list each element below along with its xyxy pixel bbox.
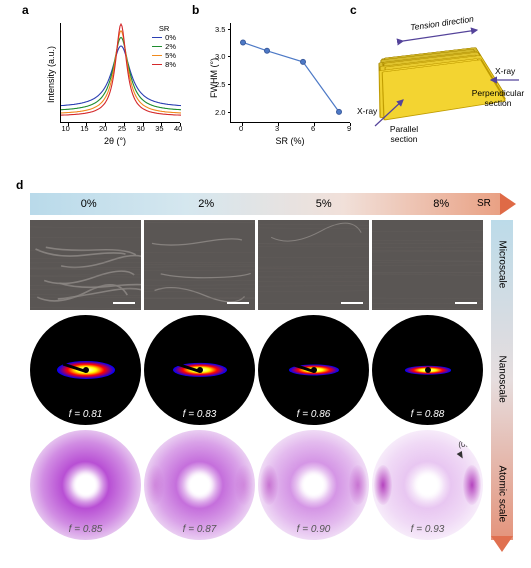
microscale-image	[30, 220, 141, 310]
nano-f-value: f = 0.81	[30, 409, 141, 420]
side-label: Microscale	[497, 241, 508, 291]
panel-b-fwhm-chart: FWHM (°) SR (%) 0369 2.02.53.03.5	[195, 8, 345, 148]
atomic-waxs: f = 0.87	[144, 430, 255, 540]
microscale-image	[144, 220, 255, 310]
chart-b-lines	[231, 23, 351, 123]
legend-item: 5%	[152, 51, 176, 60]
legend-item: 8%	[152, 60, 176, 69]
microscale-image	[372, 220, 483, 310]
side-label: Atomic scale	[497, 466, 508, 516]
tension-label: Tension direction	[410, 14, 475, 33]
xtick: 20	[99, 124, 107, 133]
atomic-f-value: f = 0.85	[30, 524, 141, 535]
perpendicular-label: Perpendicular section	[468, 88, 528, 108]
panel-a-xrd-chart: SR 0%2%5%8% Intensity (a.u.) 2θ (°) 10 15…	[30, 8, 185, 148]
xtick: 40	[174, 124, 182, 133]
panel-c-schematic: Tension direction X-ray X-ray Parallel s…	[355, 8, 525, 148]
panel-d-image-grid: f = 0.81f = 0.83f = 0.86f = 0.88 f = 0.85…	[30, 220, 483, 540]
chart-a-ylabel: Intensity (a.u.)	[46, 46, 56, 103]
sr-header-cell: 0%	[30, 193, 148, 215]
ytick: 2.5	[215, 80, 225, 89]
panel-d-grid: 0%2%5%8% SR f = 0.81f = 0.83f = 0.86f = …	[15, 185, 517, 555]
nanoscale-saxs: f = 0.88	[372, 315, 483, 425]
chart-a-legend: SR 0%2%5%8%	[150, 23, 178, 70]
atomic-f-value: f = 0.93	[372, 524, 483, 535]
xtick: 10	[62, 124, 70, 133]
xtick: 30	[137, 124, 145, 133]
sr-header-cell: 2%	[148, 193, 266, 215]
ytick: 3.5	[215, 25, 225, 34]
chart-b-axes	[230, 23, 350, 123]
nano-f-value: f = 0.83	[144, 409, 255, 420]
xray-label-right: X-ray	[495, 66, 515, 76]
ytick: 2.0	[215, 108, 225, 117]
atomic-f-value: f = 0.90	[258, 524, 369, 535]
legend-item: 0%	[152, 33, 176, 42]
parallel-label: Parallel section	[379, 124, 429, 144]
panel-label-a: a	[22, 3, 29, 17]
sr-arrow-icon	[500, 193, 516, 215]
nanoscale-saxs: f = 0.81	[30, 315, 141, 425]
side-scale-bar: Microscale Nanoscale Atomic scale	[491, 220, 513, 540]
sr-header-cell: 5%	[265, 193, 383, 215]
xray-label-left: X-ray	[357, 106, 377, 116]
chart-b-xlabel: SR (%)	[220, 136, 360, 146]
chart-b-ylabel: FWHM (°)	[209, 58, 219, 98]
chart-a-xlabel: 2θ (°)	[45, 136, 185, 146]
nanoscale-saxs: f = 0.86	[258, 315, 369, 425]
nanoscale-saxs: f = 0.83	[144, 315, 255, 425]
atomic-peak-label: (002)	[458, 440, 477, 449]
atomic-waxs: f = 0.85	[30, 430, 141, 540]
xtick: 15	[80, 124, 88, 133]
legend-item: 2%	[152, 42, 176, 51]
xtick: 35	[155, 124, 163, 133]
atomic-f-value: f = 0.87	[144, 524, 255, 535]
nano-f-value: f = 0.88	[372, 409, 483, 420]
chart-a-axes: SR 0%2%5%8%	[60, 23, 180, 123]
side-label: Nanoscale	[497, 356, 508, 406]
nano-f-value: f = 0.86	[258, 409, 369, 420]
ytick: 3.0	[215, 52, 225, 61]
atomic-waxs: (002) f = 0.93	[372, 430, 483, 540]
atomic-waxs: f = 0.90	[258, 430, 369, 540]
sr-end-label: SR	[477, 198, 491, 209]
side-arrow-icon	[491, 536, 513, 552]
microscale-image	[258, 220, 369, 310]
sr-header-bar: 0%2%5%8%	[30, 193, 500, 215]
legend-title: SR	[152, 24, 176, 33]
xtick: 25	[118, 124, 126, 133]
